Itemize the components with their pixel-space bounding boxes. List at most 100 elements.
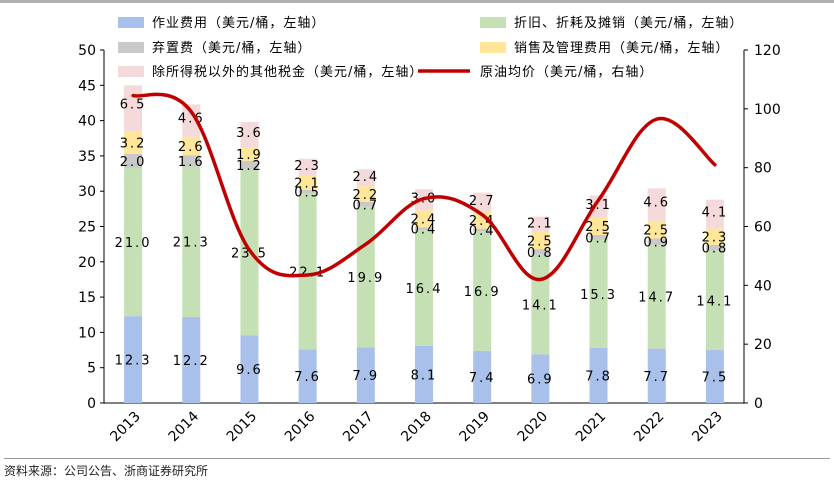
bar-data-label: 2.5 <box>643 224 670 239</box>
bar-segment <box>589 347 608 403</box>
footer-rule <box>4 458 830 459</box>
left-tick-label: 20 <box>78 255 96 271</box>
bar-data-label: 2.1 <box>294 176 321 191</box>
bar-data-label: 15.3 <box>580 288 617 303</box>
bar-segment <box>589 195 608 218</box>
bar-segment <box>298 193 317 350</box>
bar-data-label: 2.4 <box>352 170 379 185</box>
left-tick-label: 30 <box>78 184 96 200</box>
right-tick-label: 0 <box>754 396 763 412</box>
bar-segment <box>356 186 375 202</box>
legend-label: 作业费用（美元/桶，左轴） <box>152 16 325 31</box>
bar-data-label: 2.2 <box>352 188 379 203</box>
bar-segment <box>298 349 317 403</box>
bar-segment <box>356 169 375 187</box>
bar-data-label: 2.6 <box>178 140 205 155</box>
bar-segment <box>705 250 724 351</box>
bar-segment <box>473 211 492 229</box>
bar-data-label: 4.1 <box>702 205 729 220</box>
right-tick-label: 100 <box>754 102 781 118</box>
source-note: 资料来源：公司公告、浙商证券研究所 <box>4 464 209 478</box>
legend-swatch <box>118 42 144 53</box>
legend-label: 销售及管理费用（美元/桶，左轴） <box>514 40 729 56</box>
bar-segment <box>647 244 666 349</box>
bar-data-label: 16.4 <box>406 282 443 297</box>
bar-segment <box>240 335 259 403</box>
left-tick-label: 25 <box>78 220 96 236</box>
bar-data-label: 7.5 <box>702 371 729 386</box>
bar-segment <box>531 231 550 250</box>
top-border <box>0 0 834 3</box>
right-tick-label: 40 <box>754 278 772 294</box>
bar-data-label: 0.7 <box>352 198 379 213</box>
bar-data-label: 12.3 <box>115 354 152 369</box>
bar-segment <box>298 174 317 190</box>
bar-data-label: 2.0 <box>120 155 147 170</box>
bar-segment <box>182 166 201 317</box>
left-tick-label: 5 <box>87 361 96 377</box>
bar-data-label: 3.6 <box>236 126 263 141</box>
legend-label: 原油均价（美元/桶，右轴） <box>480 65 653 80</box>
bar-data-label: 7.4 <box>469 371 496 386</box>
x-tick-label: 2017 <box>340 409 377 446</box>
bar-data-label: 7.6 <box>294 370 321 385</box>
bar-segment <box>531 354 550 403</box>
bar-segment <box>589 234 608 240</box>
bar-data-label: 2.4 <box>411 213 438 228</box>
bar-data-label: 14.1 <box>696 294 733 309</box>
bar-data-label: 14.7 <box>638 291 675 306</box>
bar-segment <box>473 231 492 351</box>
legend-label: 弃置费（美元/桶，左轴） <box>152 41 311 56</box>
bar-segment <box>531 249 550 255</box>
bar-segment <box>705 244 724 251</box>
bar-data-label: 1.6 <box>178 155 205 170</box>
x-tick-label: 2022 <box>631 409 668 446</box>
bar-segment <box>415 345 433 403</box>
bar-segment <box>415 230 433 346</box>
bar-data-label: 2.3 <box>294 159 321 174</box>
x-tick-label: 2014 <box>166 408 203 445</box>
bar-data-label: 21.0 <box>115 236 152 251</box>
bar-segment <box>240 147 259 161</box>
bar-segment <box>298 158 317 175</box>
bar-segment <box>647 220 666 239</box>
x-tick-label: 2018 <box>398 409 435 446</box>
bar-data-label: 19.9 <box>347 271 384 286</box>
bar-segment <box>124 316 143 403</box>
bar-data-label: 0.4 <box>469 224 496 239</box>
x-tick-label: 2019 <box>456 409 493 446</box>
bar-segment <box>647 238 666 245</box>
bar-data-label: 0.8 <box>527 246 554 261</box>
bar-data-label: 6.5 <box>120 98 147 113</box>
bar-data-label: 2.5 <box>585 220 612 235</box>
bar-segment <box>240 160 259 170</box>
left-tick-label: 40 <box>78 114 96 130</box>
bar-data-label: 0.8 <box>702 242 729 257</box>
bar-segment <box>473 192 492 212</box>
crude-oil-price-line <box>131 92 717 282</box>
bar-data-label: 9.6 <box>236 363 263 378</box>
bar-segment <box>182 155 201 167</box>
legend-swatch <box>118 17 144 28</box>
bar-segment <box>473 228 492 232</box>
bar-segment <box>124 153 143 168</box>
x-tick-label: 2023 <box>689 409 726 446</box>
bar-data-label: 7.7 <box>643 370 670 385</box>
bar-data-label: 0.4 <box>411 223 438 238</box>
legend-swatch <box>480 17 506 28</box>
bar-segment <box>647 348 666 403</box>
cost-structure-chart: 0 5 10 15 20 25 30 35 40 45 50 0 20 40 60 80 100 120 12.3 2… <box>78 16 781 446</box>
legend-label: 折旧、折耗及摊销（美元/桶，左轴） <box>514 16 743 31</box>
bar-segment <box>356 347 375 403</box>
x-tick-label: 2021 <box>573 409 610 446</box>
bar-segment <box>589 217 608 235</box>
bar-data-label: 0.7 <box>585 231 612 246</box>
bar-segment <box>473 350 492 403</box>
bar-segment <box>182 104 201 137</box>
bar-data-label: 0.9 <box>643 236 670 251</box>
left-tick-label: 10 <box>78 325 96 341</box>
bar-segment <box>415 210 433 228</box>
bar-data-label: 6.9 <box>527 373 554 388</box>
right-tick-label: 80 <box>754 161 772 177</box>
left-tick-label: 0 <box>87 396 96 412</box>
